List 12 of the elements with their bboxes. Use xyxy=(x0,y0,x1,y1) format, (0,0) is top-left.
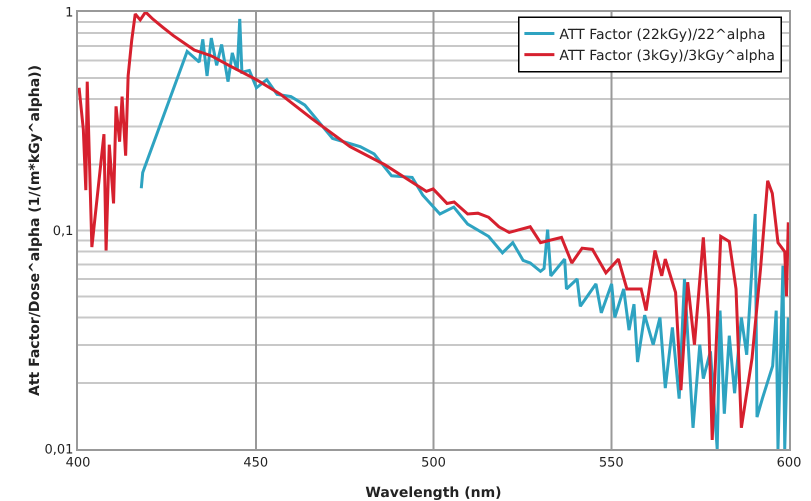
x-tick-label: 600 xyxy=(776,456,802,471)
x-tick-label: 500 xyxy=(421,456,446,471)
x-tick-label: 550 xyxy=(598,456,624,471)
y-tick-label: 0,01 xyxy=(44,442,74,458)
legend-label: ATT Factor (22kGy)/22^alpha xyxy=(559,26,766,43)
y-tick-label: 0,1 xyxy=(52,224,74,240)
y-axis-title: Att Factor/Dose^alpha (1/(m*kGy^alpha)) xyxy=(27,65,43,396)
x-tick-label: 400 xyxy=(66,456,90,471)
x-tick-label: 450 xyxy=(243,456,268,471)
x-axis-title: Wavelength (nm) xyxy=(365,485,502,501)
y-tick-label: 1 xyxy=(65,6,74,21)
legend-label: ATT Factor (3kGy)/3kGy^alpha xyxy=(559,48,775,64)
